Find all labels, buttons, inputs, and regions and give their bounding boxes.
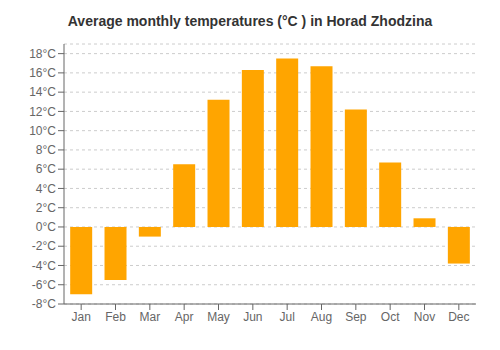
svg-text:Apr: Apr xyxy=(175,310,194,324)
svg-text:Jun: Jun xyxy=(243,310,262,324)
svg-text:May: May xyxy=(207,310,230,324)
svg-text:Nov: Nov xyxy=(414,310,435,324)
svg-text:Feb: Feb xyxy=(105,310,126,324)
svg-text:16°C: 16°C xyxy=(29,66,56,80)
svg-text:2°C: 2°C xyxy=(36,201,56,215)
svg-text:10°C: 10°C xyxy=(29,124,56,138)
svg-text:8°C: 8°C xyxy=(36,143,56,157)
html-text:Average monthly temperatures (: Average monthly temperatures (°C ) in Ho… xyxy=(67,13,433,29)
svg-text:Oct: Oct xyxy=(381,310,400,324)
svg-text:-8°C: -8°C xyxy=(32,297,56,311)
svg-text:6°C: 6°C xyxy=(36,162,56,176)
svg-text:18°C: 18°C xyxy=(29,47,56,61)
svg-text:-4°C: -4°C xyxy=(32,259,56,273)
svg-text:-6°C: -6°C xyxy=(32,278,56,292)
svg-text:Jul: Jul xyxy=(279,310,294,324)
svg-text:Aug: Aug xyxy=(311,310,332,324)
svg-text:14°C: 14°C xyxy=(29,85,56,99)
svg-text:12°C: 12°C xyxy=(29,105,56,119)
svg-text:Mar: Mar xyxy=(139,310,160,324)
svg-text:-2°C: -2°C xyxy=(32,239,56,253)
svg-text:Dec: Dec xyxy=(448,310,469,324)
svg-text:4°C: 4°C xyxy=(36,182,56,196)
svg-text:Sep: Sep xyxy=(345,310,367,324)
svg-text:Jan: Jan xyxy=(71,310,90,324)
svg-text:0°C: 0°C xyxy=(36,220,56,234)
